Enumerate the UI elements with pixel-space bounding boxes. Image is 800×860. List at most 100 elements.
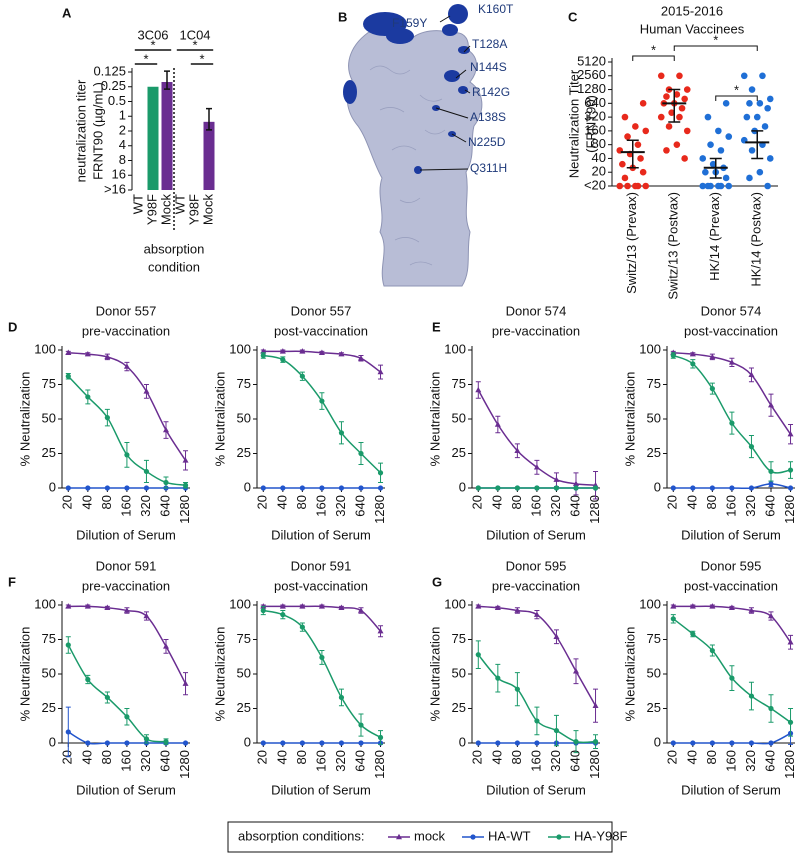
data-point xyxy=(699,182,707,190)
data-point xyxy=(767,612,774,619)
x-tick-label: HK/14 (Prevax) xyxy=(707,192,722,281)
x-tick-label: Y98F xyxy=(144,194,159,225)
y-tick-label: 16 xyxy=(112,167,126,182)
data-point xyxy=(299,740,305,746)
data-point xyxy=(377,485,384,491)
data-point xyxy=(634,141,642,148)
data-point xyxy=(676,72,683,80)
data-point xyxy=(748,86,756,93)
y-tick-label: 25 xyxy=(42,445,56,460)
y-tick-label: 100 xyxy=(639,341,661,356)
x-tick-label: 160 xyxy=(528,750,543,772)
panel-letter: B xyxy=(338,9,347,24)
x-tick-label: 160 xyxy=(313,750,328,772)
data-point xyxy=(702,168,709,176)
data-point xyxy=(123,363,130,369)
bar xyxy=(147,86,159,190)
data-point xyxy=(756,168,764,176)
y-tick-label: 0 xyxy=(49,479,56,494)
data-point xyxy=(357,355,364,361)
data-point xyxy=(162,426,169,433)
x-axis-label: Dilution of Serum xyxy=(76,782,176,797)
x-tick-label: 40 xyxy=(274,495,289,509)
x-tick-label: 40 xyxy=(79,750,94,764)
y-axis-label: % Neutralization xyxy=(17,372,32,467)
x-tick-label: Switz/13 (Postvax) xyxy=(666,192,681,300)
x-tick-label: HK/14 (Postvax) xyxy=(749,192,764,287)
legend-label: mock xyxy=(414,828,446,843)
x-tick-label: 320 xyxy=(548,495,563,517)
data-point xyxy=(260,352,266,359)
data-point xyxy=(65,642,71,648)
series-line xyxy=(263,609,381,739)
legend-marker xyxy=(556,834,562,840)
data-point xyxy=(377,628,384,634)
data-point xyxy=(748,693,755,699)
y-tick-label: 75 xyxy=(647,376,661,391)
y-tick-label: 8 xyxy=(119,152,126,167)
chart-title: pre-vaccination xyxy=(82,578,170,593)
bar xyxy=(203,121,215,190)
x-tick-label: 40 xyxy=(274,750,289,764)
data-point xyxy=(533,464,540,470)
data-point xyxy=(358,485,364,491)
legend-title: absorption conditions: xyxy=(238,828,364,843)
x-tick-label: WT xyxy=(172,194,187,214)
data-point xyxy=(338,694,345,701)
chart-title: pre-vaccination xyxy=(492,323,580,338)
data-point xyxy=(768,468,774,475)
data-point xyxy=(319,485,325,491)
data-point xyxy=(85,740,91,746)
mutation-label: A138S xyxy=(470,110,506,124)
y-tick-label: 0.5 xyxy=(108,93,126,108)
y-tick-label: <20 xyxy=(584,177,606,192)
y-tick-label: 100 xyxy=(444,341,466,356)
y-tick-label: 0 xyxy=(459,734,466,749)
data-point xyxy=(475,740,481,746)
x-tick-label: 1280 xyxy=(177,495,192,524)
data-point xyxy=(514,485,520,491)
data-point xyxy=(65,349,72,355)
y-tick-label: 0 xyxy=(49,734,56,749)
data-point xyxy=(475,386,482,393)
y-tick-label: 75 xyxy=(452,376,466,391)
data-point xyxy=(681,95,688,103)
bar xyxy=(161,82,173,190)
data-point xyxy=(787,639,794,645)
protein-surface xyxy=(346,25,483,287)
error-bar xyxy=(626,139,639,169)
x-tick-label: 80 xyxy=(294,750,309,764)
y-tick-label: 100 xyxy=(229,596,251,611)
data-point xyxy=(709,485,715,491)
x-tick-label: 1280 xyxy=(587,750,602,779)
data-point xyxy=(280,612,286,618)
x-tick-label: 80 xyxy=(509,750,524,764)
data-point xyxy=(657,113,665,121)
data-point xyxy=(377,734,384,741)
panel-letter: D xyxy=(8,319,17,334)
x-tick-label: 20 xyxy=(470,495,485,509)
data-point xyxy=(766,155,774,162)
data-point xyxy=(534,718,540,724)
x-tick-label: 1280 xyxy=(372,495,387,524)
surface-texture xyxy=(369,65,446,266)
x-tick-label: 160 xyxy=(313,495,328,517)
data-point xyxy=(722,100,730,107)
legend-marker xyxy=(396,833,402,840)
data-point xyxy=(787,719,794,725)
leader-line xyxy=(419,168,469,171)
data-point xyxy=(690,631,696,637)
data-point xyxy=(143,468,150,475)
y-tick-label: 0.25 xyxy=(101,78,126,93)
data-point xyxy=(475,603,482,609)
y-tick-label: 2 xyxy=(119,122,126,137)
x-tick-label: 320 xyxy=(138,750,153,772)
x-tick-label: 640 xyxy=(762,495,777,517)
data-point xyxy=(748,147,756,154)
mutation-label: N144S xyxy=(470,60,507,74)
y-axis-label: neutralization titer xyxy=(73,79,88,182)
data-point xyxy=(553,727,560,734)
data-point xyxy=(699,155,707,162)
data-point xyxy=(768,481,774,487)
y-tick-label: 4 xyxy=(119,137,126,152)
